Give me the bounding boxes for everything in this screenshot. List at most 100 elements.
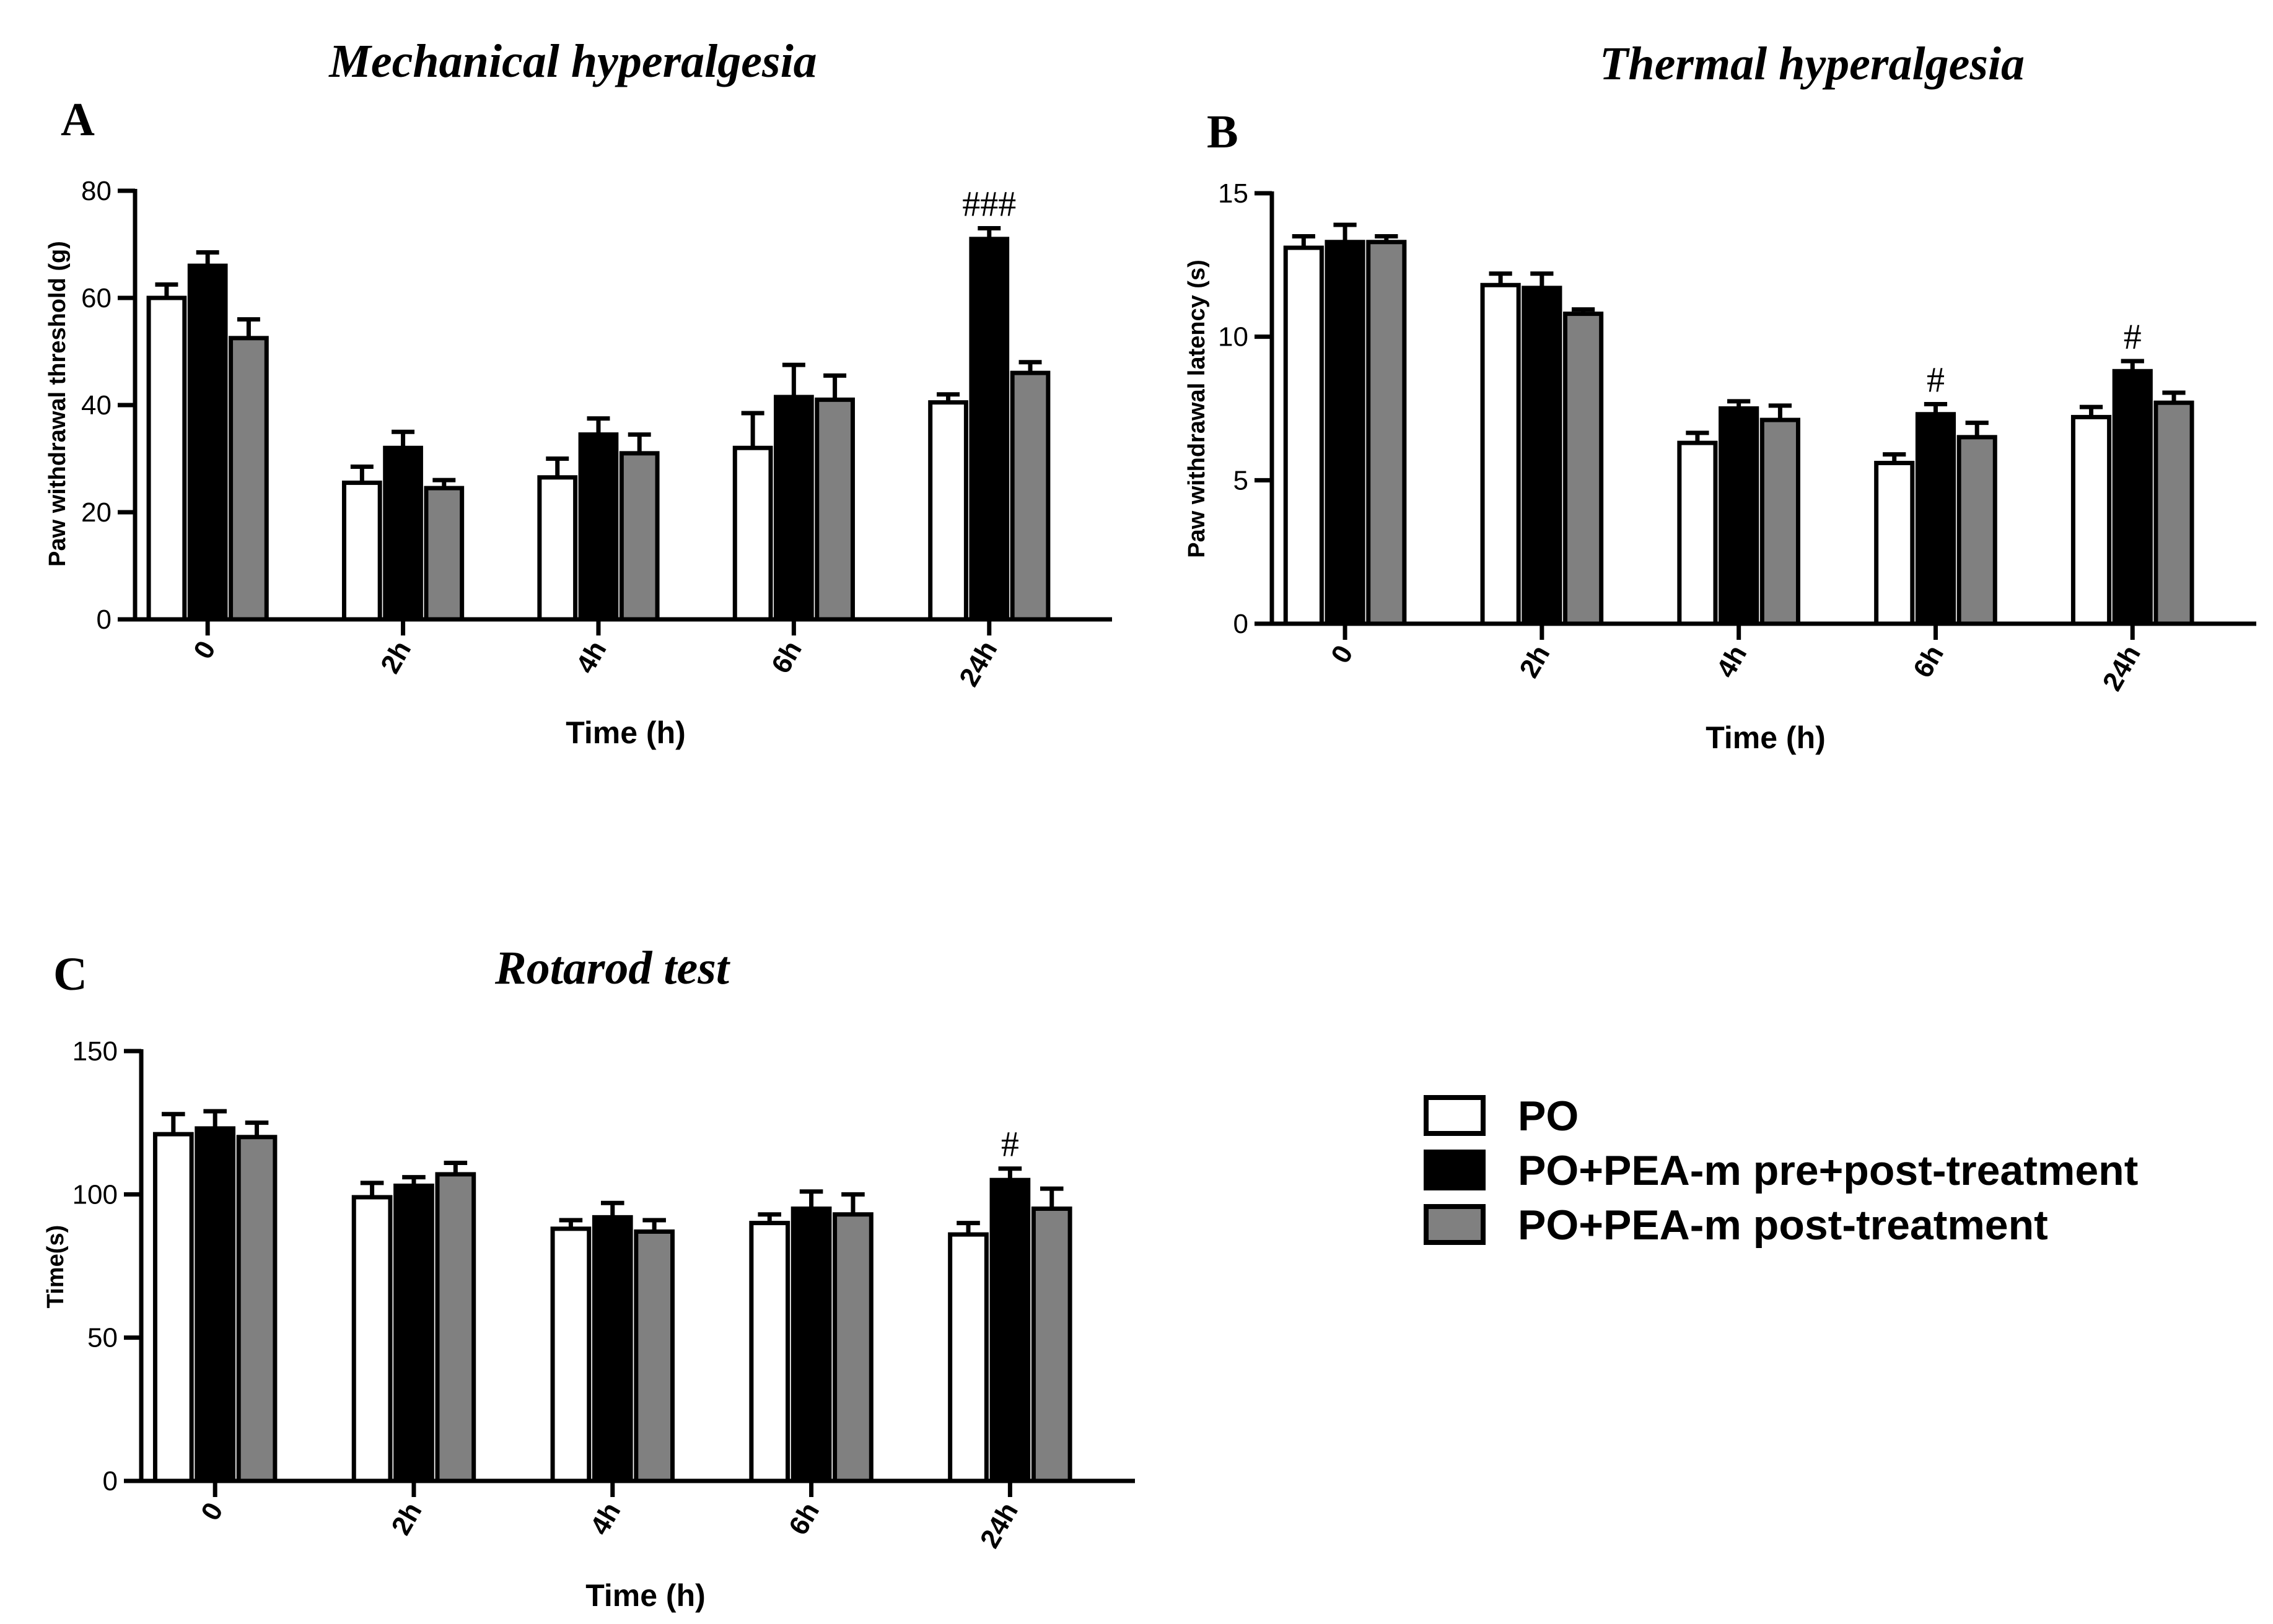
panel-b-title: Thermal hyperalgesia [1600, 38, 2025, 90]
bar [2153, 400, 2194, 626]
bar [550, 1226, 592, 1483]
significance-marker: # [1001, 1124, 1019, 1164]
significance-marker: # [2124, 317, 2142, 357]
y-tick-label: 100 [72, 1179, 118, 1210]
legend-swatch-po [1424, 1095, 1486, 1136]
bar [537, 475, 578, 622]
x-tick-label: 0 [195, 1498, 229, 1526]
y-tick-label: 50 [87, 1323, 118, 1353]
bar [1283, 245, 1324, 626]
bar [749, 1221, 791, 1483]
bar [146, 295, 187, 622]
bar [1325, 240, 1365, 626]
x-tick-label: 24h [2097, 640, 2147, 696]
y-tick-label: 40 [81, 390, 112, 421]
bar [1956, 435, 1997, 626]
bar [435, 1172, 476, 1483]
x-tick-label: 4h [1710, 640, 1753, 683]
panel-a-ylabel: Paw withdrawal threshold (g) [45, 241, 71, 567]
panel-c-xlabel: Time (h) [585, 1578, 706, 1613]
y-tick-label: 150 [72, 1036, 118, 1067]
bar [815, 397, 855, 622]
bar [1366, 240, 1407, 626]
bar [619, 451, 660, 622]
significance-marker: ### [962, 184, 1016, 224]
panel-b: Thermal hyperalgesia B Paw withdrawal la… [1184, 38, 2256, 755]
y-tick-label: 15 [1218, 178, 1248, 209]
x-tick-label: 0 [188, 636, 222, 665]
bar [1522, 286, 1562, 626]
x-tick-label: 4h [571, 636, 613, 679]
bar [1874, 461, 1915, 626]
bar [1563, 312, 1604, 626]
panel-a: Mechanical hyperalgesia A Paw withdrawal… [45, 35, 1112, 750]
panel-b-xlabel: Time (h) [1706, 720, 1826, 755]
bar [229, 336, 269, 622]
panel-a-title: Mechanical hyperalgesia [328, 35, 817, 87]
bar [393, 1183, 434, 1483]
bar [969, 237, 1010, 622]
bar [2112, 369, 2153, 626]
x-tick-label: 6h [783, 1498, 825, 1540]
panel-c-letter: C [53, 948, 87, 1000]
y-tick-label: 5 [1233, 465, 1248, 495]
legend-swatch-pre-post [1424, 1150, 1486, 1190]
bar [578, 432, 619, 622]
x-tick-label: 24h [953, 636, 1003, 692]
panel-c: Rotarod test C Time(s) Time (h) 0 2h 4h 6h 2… [43, 942, 1135, 1613]
x-tick-label: 24h [974, 1498, 1024, 1553]
bar [948, 1232, 989, 1483]
bar [1677, 440, 1718, 626]
panel-b-ylabel: Paw withdrawal latency (s) [1184, 260, 1210, 557]
x-tick-label: 2h [1513, 640, 1556, 683]
bar [1759, 417, 1800, 626]
bar [928, 400, 968, 622]
x-tick-label: 6h [766, 636, 808, 679]
bar [1031, 1206, 1072, 1483]
legend-label-pre-post: PO+PEA-m pre+post-treatment [1518, 1147, 2138, 1194]
y-tick-label: 0 [103, 1466, 118, 1496]
legend: PO PO+PEA-m pre+post-treatment PO+PEA-m … [1424, 1093, 2138, 1249]
x-tick-label: 0 [1325, 640, 1359, 669]
bar [195, 1126, 236, 1483]
bar [236, 1135, 278, 1483]
bar [592, 1215, 633, 1483]
bar [634, 1229, 675, 1483]
bar [187, 263, 228, 622]
bar [351, 1195, 393, 1483]
panel-a-letter: A [61, 94, 95, 146]
bar [1719, 406, 1759, 626]
x-tick-label: 4h [584, 1498, 626, 1540]
bar [989, 1177, 1031, 1483]
x-tick-label: 2h [375, 636, 417, 679]
bar [1480, 282, 1521, 626]
panel-b-letter: B [1207, 106, 1238, 158]
legend-label-po: PO [1518, 1093, 1579, 1140]
bar [1010, 370, 1051, 622]
legend-swatch-post [1424, 1204, 1486, 1245]
bar [833, 1212, 874, 1483]
bar [341, 480, 382, 622]
panel-c-title: Rotarod test [494, 942, 731, 994]
bar [774, 395, 814, 622]
x-tick-label: 6h [1907, 640, 1950, 683]
y-tick-label: 80 [81, 176, 112, 206]
y-tick-label: 0 [1233, 609, 1248, 639]
x-tick-label: 2h [386, 1498, 428, 1540]
bar [1915, 412, 1956, 626]
bar [791, 1206, 832, 1483]
y-tick-label: 10 [1218, 322, 1248, 352]
bar [2070, 414, 2112, 626]
bar [383, 445, 423, 622]
y-tick-label: 20 [81, 497, 112, 528]
y-tick-label: 0 [97, 605, 112, 635]
significance-marker: # [1927, 360, 1945, 400]
panel-c-ylabel: Time(s) [43, 1225, 69, 1308]
bar [152, 1132, 194, 1483]
y-tick-label: 60 [81, 283, 112, 313]
bar [424, 486, 465, 622]
bar [732, 445, 773, 622]
legend-label-post: PO+PEA-m post-treatment [1518, 1202, 2048, 1249]
panel-a-xlabel: Time (h) [566, 715, 686, 750]
